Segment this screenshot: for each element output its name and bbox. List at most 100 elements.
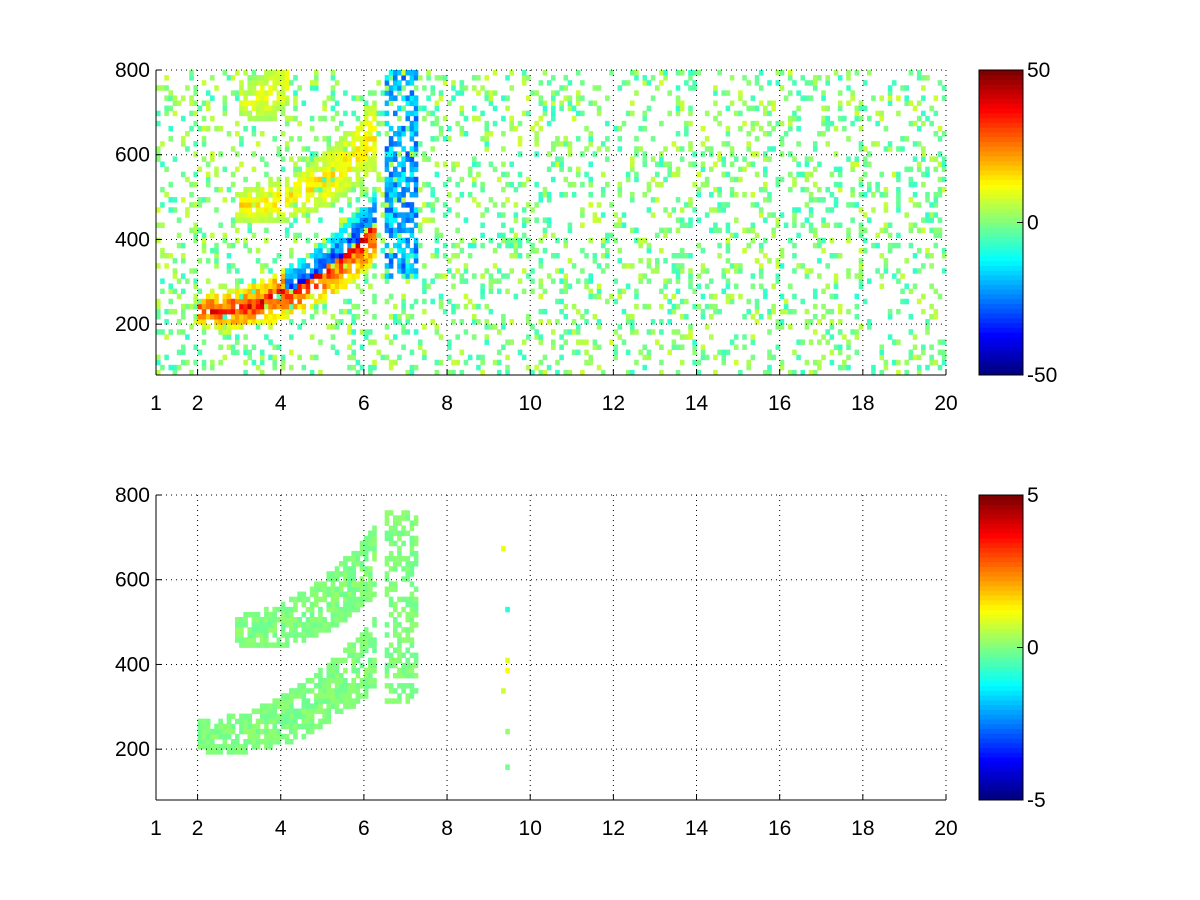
heatmap-cell (326, 698, 332, 704)
y-tick-label: 200 (115, 313, 150, 336)
heatmap-cell (318, 708, 323, 714)
heatmap-cell (405, 647, 411, 653)
heatmap-cell (305, 263, 311, 269)
heatmap-cell (891, 359, 897, 366)
heatmap-cell (746, 298, 751, 305)
heatmap-cell (883, 222, 889, 228)
heatmap-cell (251, 212, 257, 218)
heatmap-cell (688, 110, 693, 117)
heatmap-cell (409, 131, 415, 137)
heatmap-cell (255, 100, 261, 106)
heatmap-cell (405, 80, 411, 86)
heatmap-cell (255, 212, 261, 218)
heatmap-cell (567, 105, 573, 112)
heatmap-cell (405, 657, 411, 664)
heatmap-cell (272, 627, 277, 633)
heatmap-cell (405, 683, 411, 689)
colorbar-swatch (979, 193, 1023, 200)
heatmap-cell (314, 617, 319, 623)
colorbar-swatch (979, 165, 1023, 171)
heatmap-cell (330, 576, 336, 582)
heatmap-cell (272, 728, 277, 735)
heatmap-cell (422, 217, 427, 223)
heatmap-cell (775, 217, 781, 223)
heatmap-cell (293, 622, 298, 628)
heatmap-cell (355, 247, 361, 254)
heatmap-cell (397, 354, 402, 361)
x-tick-label: 14 (685, 392, 709, 415)
heatmap-cell (393, 632, 398, 638)
colorbar-swatch (979, 728, 1023, 734)
heatmap-cell (417, 227, 423, 234)
heatmap-cell (642, 303, 648, 310)
heatmap-cell (384, 324, 390, 330)
heatmap-cell (908, 329, 914, 335)
heatmap-cell (530, 369, 535, 376)
heatmap-cell (451, 80, 456, 86)
heatmap-cell (646, 207, 652, 213)
heatmap-cell (567, 80, 573, 86)
heatmap-cell (160, 222, 165, 228)
heatmap-cell (846, 308, 851, 315)
heatmap-cell (235, 293, 240, 300)
heatmap-cell (226, 744, 232, 750)
heatmap-cell (887, 222, 893, 228)
heatmap-cell (222, 739, 228, 745)
heatmap-cell (409, 561, 415, 567)
heatmap-cell (921, 227, 926, 234)
heatmap-cell (546, 319, 552, 325)
heatmap-cell (268, 324, 273, 330)
heatmap-cell (750, 339, 756, 345)
heatmap-cell (758, 314, 764, 320)
heatmap-cell (621, 308, 627, 315)
heatmap-cell (355, 253, 361, 259)
heatmap-cell (334, 678, 340, 684)
heatmap-cell (563, 314, 569, 320)
heatmap-cell (837, 364, 843, 371)
heatmap-cell (368, 258, 373, 264)
heatmap-cell (804, 319, 810, 325)
colorbar-swatch (979, 351, 1023, 357)
heatmap-cell (796, 125, 801, 132)
heatmap-cell (729, 192, 735, 198)
heatmap-cell (268, 622, 273, 628)
heatmap-cell (413, 540, 419, 547)
heatmap-cell (359, 637, 365, 643)
heatmap-cell (675, 171, 681, 178)
heatmap-cell (314, 151, 319, 157)
heatmap-cell (264, 703, 269, 709)
heatmap-cell (459, 349, 465, 356)
heatmap-cell (650, 319, 656, 325)
colorbar-swatch (979, 599, 1023, 606)
heatmap-cell (480, 186, 485, 193)
heatmap-cell (771, 212, 776, 218)
heatmap-cell (426, 217, 431, 223)
heatmap-cell (592, 344, 598, 350)
heatmap-cell (713, 161, 718, 167)
heatmap-cell (401, 85, 406, 91)
heatmap-cell (318, 693, 323, 699)
heatmap-cell (235, 739, 240, 745)
heatmap-cell (929, 253, 934, 259)
heatmap-cell (272, 278, 277, 284)
heatmap-cell (538, 283, 544, 289)
heatmap-cell (879, 273, 885, 279)
heatmap-cell (409, 591, 415, 598)
heatmap-cell (634, 303, 639, 310)
heatmap-cell (172, 308, 178, 315)
heatmap-cell (679, 253, 685, 259)
heatmap-cell (534, 181, 539, 188)
heatmap-cell (318, 156, 323, 162)
heatmap-cell (197, 125, 203, 132)
heatmap-cell (314, 258, 319, 264)
heatmap-cell (575, 100, 581, 106)
heatmap-cell (330, 242, 336, 249)
heatmap-cell (551, 115, 556, 122)
heatmap-cell (351, 581, 356, 587)
heatmap-cell (343, 591, 348, 598)
heatmap-cell (363, 212, 369, 218)
heatmap-cell (904, 212, 909, 218)
heatmap-cell (343, 181, 348, 188)
heatmap-cell (505, 369, 510, 376)
heatmap-cell (397, 520, 402, 526)
